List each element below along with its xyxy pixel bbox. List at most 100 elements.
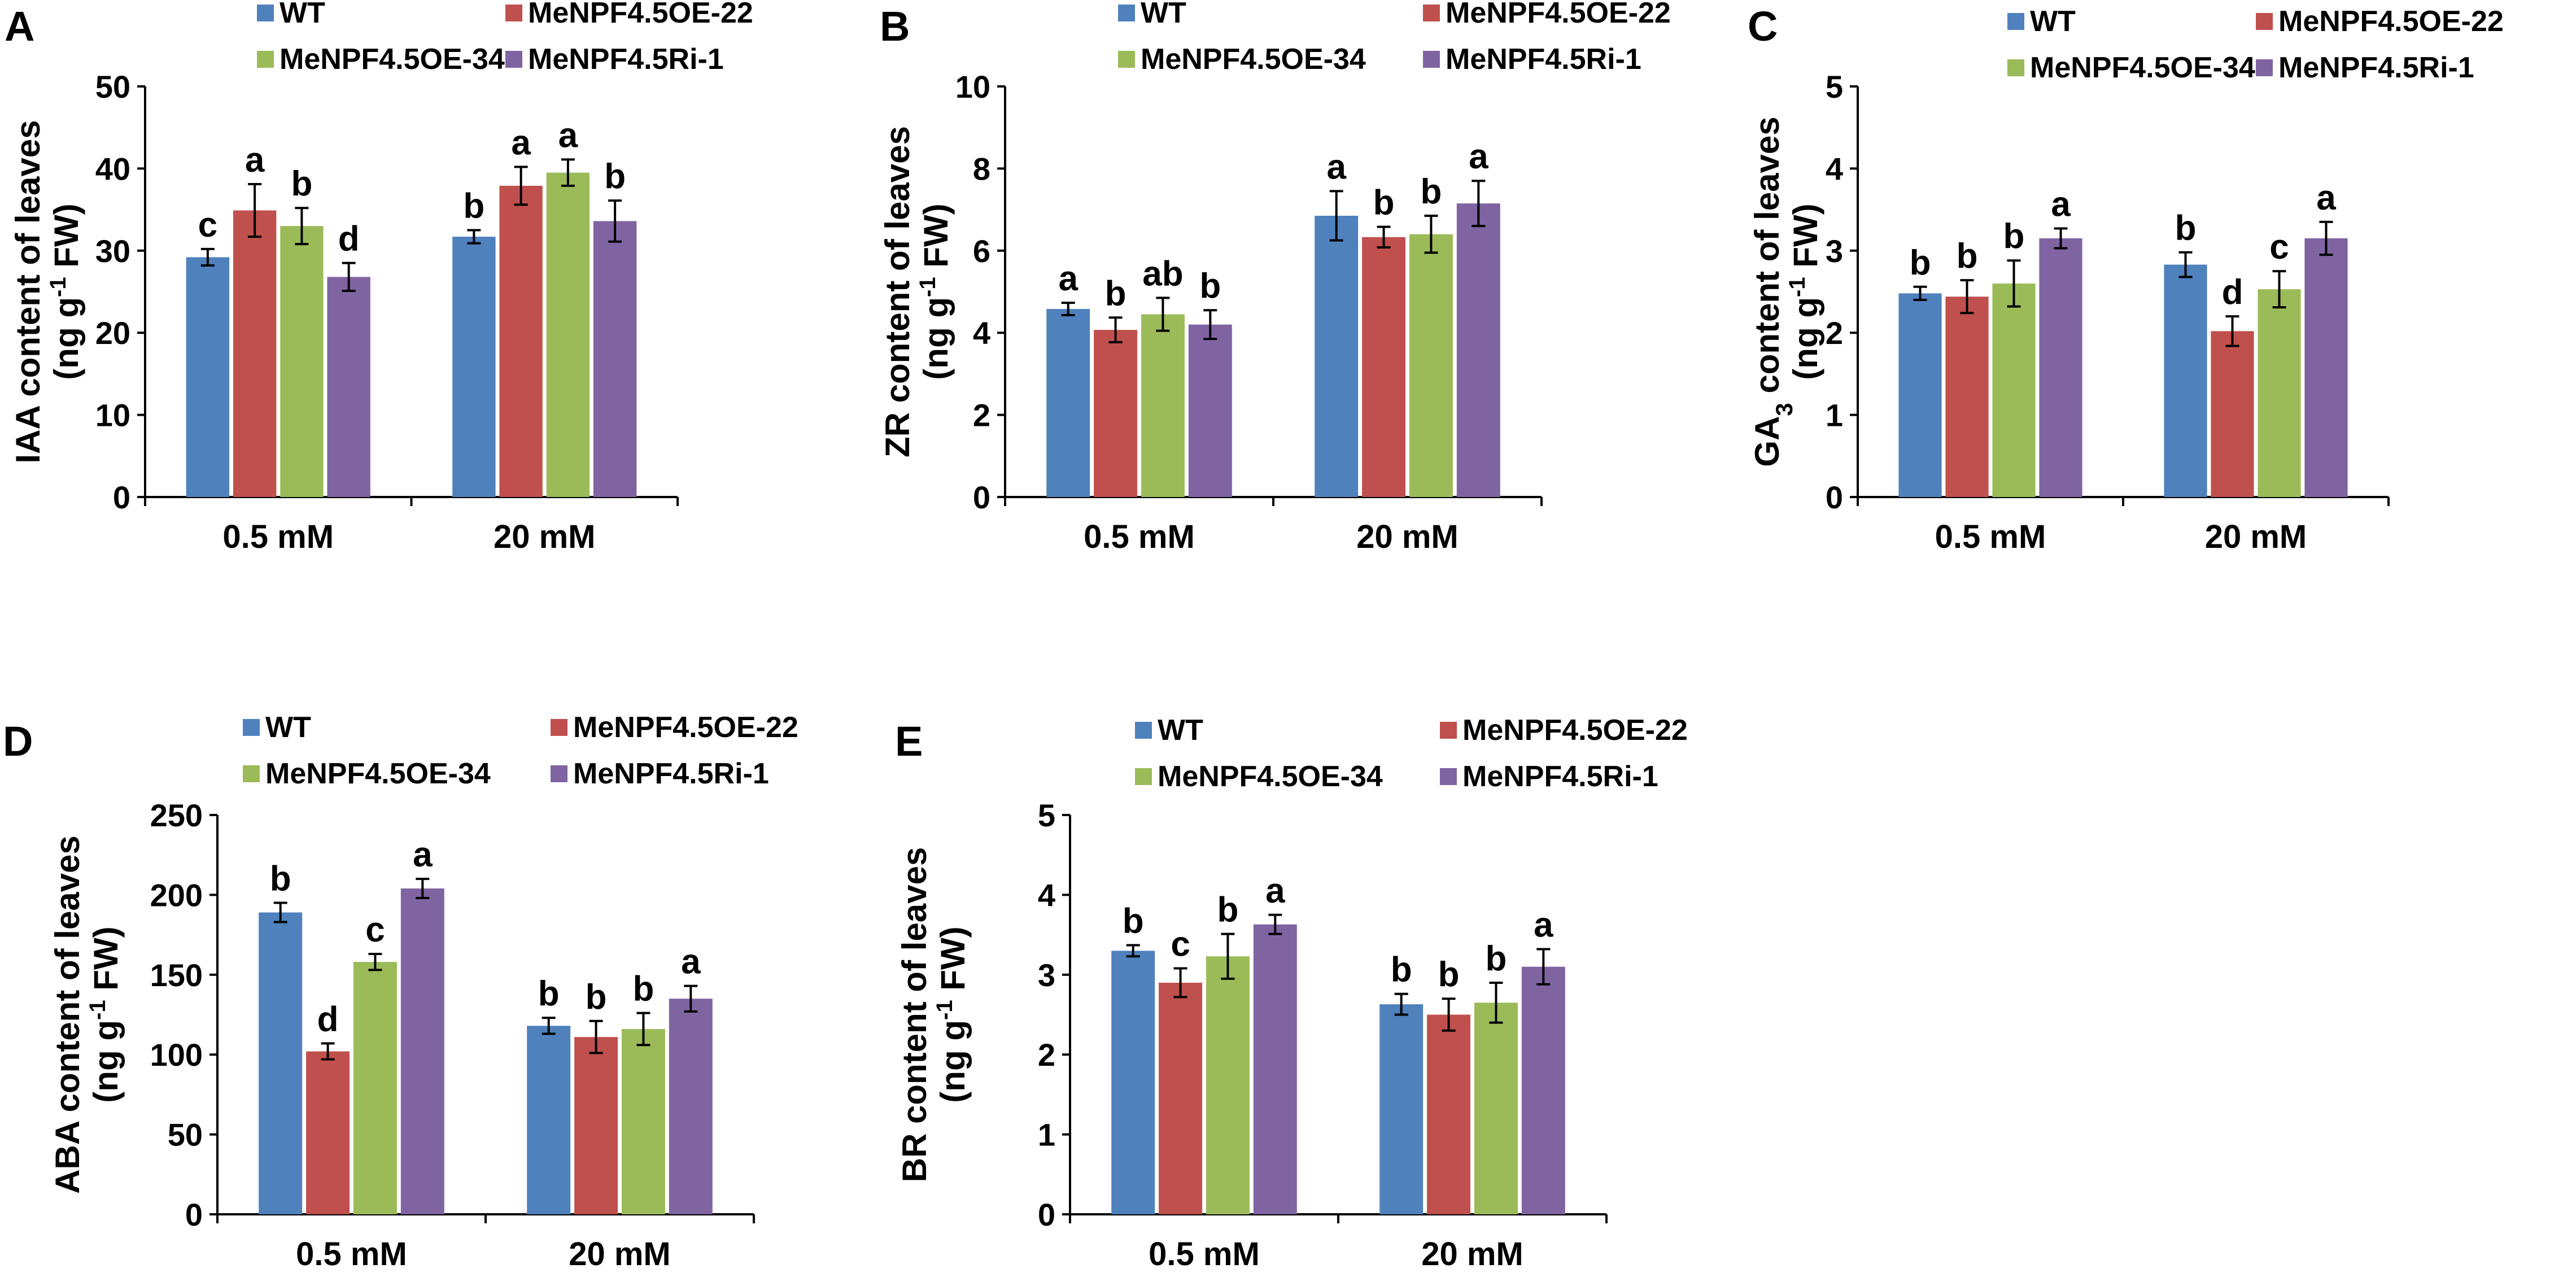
bar-menpf4-5oe-22: [1094, 330, 1138, 497]
bar-menpf4-5ri-1: [669, 999, 713, 1214]
y-tick-label: 0: [973, 480, 990, 515]
significance-letter: a: [558, 116, 578, 155]
significance-letter: b: [1217, 891, 1239, 930]
panel-label: B: [880, 3, 910, 50]
bar-menpf4-5oe-22: [2211, 331, 2254, 497]
legend: WT MeNPF4.5OE-22 MeNPF4.5OE-34 MeNPF4.5Ri-1: [257, 0, 753, 76]
bar-menpf4-5oe-34: [2258, 289, 2301, 497]
significance-letter: c: [198, 206, 217, 245]
significance-letter: b: [463, 186, 484, 225]
y-axis-label-unit: (ng g-1 FW): [915, 203, 955, 380]
significance-letter: c: [2269, 228, 2289, 267]
y-tick-label: 20: [95, 315, 130, 351]
bar-menpf4-5oe-34: [280, 226, 324, 497]
significance-letter: a: [1469, 137, 1488, 176]
significance-letter: b: [2175, 209, 2197, 248]
bar-wt: [527, 1026, 571, 1214]
legend-label: MeNPF4.5OE-34: [280, 43, 505, 76]
bar-wt: [1046, 309, 1090, 497]
x-category-label: 20 mM: [494, 518, 596, 555]
legend-swatch: [2256, 59, 2273, 76]
bar-menpf4-5oe-34: [353, 962, 397, 1214]
significance-letter: a: [681, 943, 701, 982]
legend-label: WT: [2030, 5, 2076, 38]
x-category-label: 20 mM: [1356, 518, 1459, 555]
y-axis-label-main: GA3 content of leaves: [1748, 116, 1797, 467]
significance-letter: a: [245, 141, 265, 180]
bar-wt: [1379, 1004, 1424, 1214]
y-axis-label-unit: (ng g-1 FW): [85, 926, 125, 1102]
y-tick-label: 0: [1038, 1197, 1055, 1232]
y-tick-label: 4: [973, 315, 990, 351]
significance-letter: a: [413, 835, 433, 874]
y-tick-label: 4: [1826, 151, 1843, 186]
bar-menpf4-5oe-34: [1141, 314, 1185, 497]
bar-wt: [186, 257, 230, 497]
legend-label: MeNPF4.5OE-34: [1158, 760, 1383, 793]
bar-menpf4-5oe-22: [1362, 237, 1406, 497]
y-tick-label: 10: [95, 398, 130, 433]
significance-letter: a: [2051, 185, 2071, 224]
bar-menpf4-5ri-1: [1456, 203, 1500, 497]
y-tick-label: 150: [150, 957, 203, 993]
y-tick-label: 5: [1038, 797, 1055, 833]
y-axis-label-main: ZR content of leaves: [879, 126, 916, 457]
bar-wt: [1111, 951, 1155, 1214]
significance-letter: c: [1171, 925, 1190, 964]
significance-letter: a: [1058, 259, 1078, 298]
bar-wt: [1898, 293, 1942, 497]
significance-letter: b: [1957, 237, 1978, 276]
legend-swatch: [1440, 768, 1457, 785]
legend-swatch: [505, 5, 522, 21]
legend-swatch: [1423, 51, 1440, 68]
significance-letter: b: [1199, 267, 1221, 306]
significance-letter: a: [1534, 906, 1553, 945]
bar-menpf4-5oe-34: [621, 1028, 665, 1214]
x-category-label: 0.5 mM: [1149, 1236, 1260, 1272]
bar-menpf4-5oe-34: [1206, 956, 1250, 1214]
significance-letter: b: [291, 164, 312, 203]
y-axis-label-main: ABA content of leaves: [49, 835, 86, 1194]
y-tick-label: 250: [150, 797, 203, 833]
y-tick-label: 3: [1826, 233, 1843, 269]
significance-letter: d: [317, 1000, 339, 1039]
y-tick-label: 6: [973, 233, 990, 269]
x-category-label: 0.5 mM: [222, 518, 334, 555]
significance-letter: b: [586, 978, 607, 1017]
legend-label: MeNPF4.5OE-34: [2030, 51, 2255, 84]
y-tick-label: 4: [1038, 877, 1055, 913]
significance-letter: ab: [1142, 254, 1183, 293]
legend: WT MeNPF4.5OE-22 MeNPF4.5OE-34 MeNPF4.5Ri-1: [1135, 714, 1688, 793]
legend-swatch: [1423, 5, 1440, 21]
legend-label: WT: [280, 0, 325, 29]
legend-swatch: [505, 51, 522, 68]
legend: WT MeNPF4.5OE-22 MeNPF4.5OE-34 MeNPF4.5Ri-1: [1118, 0, 1671, 76]
y-axis-label: BR content of leaves (ng g-1 FW): [896, 847, 972, 1182]
legend-swatch: [1118, 51, 1135, 68]
significance-letter: a: [2316, 178, 2336, 217]
significance-letter: b: [1438, 955, 1460, 994]
legend-label: MeNPF4.5OE-22: [2278, 5, 2504, 38]
significance-letter: a: [1326, 147, 1346, 186]
significance-letter: a: [511, 123, 531, 162]
significance-letter: b: [604, 157, 626, 196]
y-tick-label: 100: [150, 1037, 203, 1073]
bar-menpf4-5ri-1: [1188, 324, 1232, 497]
y-tick-label: 10: [955, 69, 990, 104]
legend-swatch: [243, 719, 260, 736]
x-category-label: 0.5 mM: [1935, 518, 2046, 555]
legend-swatch: [1440, 722, 1457, 739]
y-tick-label: 0: [1826, 480, 1843, 515]
y-axis-label: IAA content of leaves (ng g-1 FW): [9, 120, 85, 464]
y-tick-label: 0: [113, 480, 130, 515]
bar-wt: [259, 912, 303, 1214]
bar-menpf4-5oe-22: [499, 185, 543, 498]
legend-swatch: [551, 719, 567, 736]
legend-label: MeNPF4.5Ri-1: [1446, 43, 1641, 76]
bar-menpf4-5oe-22: [1945, 297, 1989, 497]
x-category-label: 0.5 mM: [1084, 518, 1195, 555]
bar-wt: [1315, 216, 1359, 497]
bar-menpf4-5ri-1: [2304, 238, 2348, 497]
